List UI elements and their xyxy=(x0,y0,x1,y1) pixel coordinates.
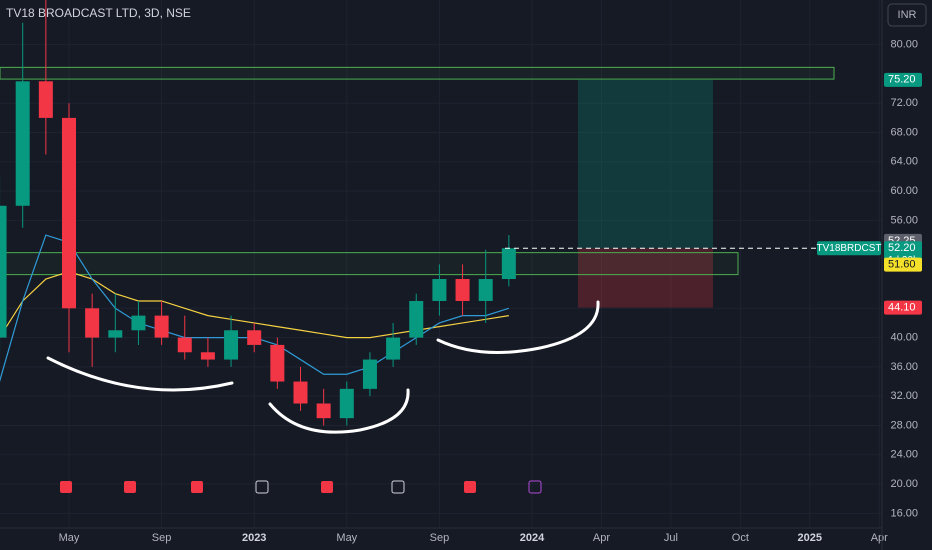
x-tick-label: Apr xyxy=(593,532,610,544)
y-tick-label: 40.00 xyxy=(890,332,918,344)
candle-body xyxy=(270,344,285,382)
earnings-icon xyxy=(124,481,136,493)
candle-body xyxy=(177,337,192,353)
moving-average xyxy=(0,271,509,339)
y-tick-label: 80.00 xyxy=(890,39,918,51)
price-label: 75.20 xyxy=(888,74,916,86)
x-tick-label: 2025 xyxy=(798,532,822,544)
y-tick-label: 68.00 xyxy=(890,126,918,138)
x-tick-label: 2023 xyxy=(242,532,266,544)
candle-body xyxy=(62,117,76,309)
zone xyxy=(0,66,835,80)
candle-body xyxy=(224,330,239,360)
y-tick-label: 28.00 xyxy=(890,419,918,431)
earnings-icons xyxy=(60,480,542,494)
candle-body xyxy=(455,279,470,301)
x-tick-label: Sep xyxy=(430,532,450,544)
candle-body xyxy=(386,337,401,360)
y-tick-label: 72.00 xyxy=(890,97,918,109)
symbol-label: TV18BRDCST xyxy=(816,243,881,254)
candle-body xyxy=(154,315,169,338)
candle-body xyxy=(131,315,146,331)
x-tick-label: Apr xyxy=(871,532,888,544)
candle-body xyxy=(478,279,493,301)
candle-body xyxy=(409,300,424,338)
candle-body xyxy=(0,205,7,338)
candle-body xyxy=(247,330,262,345)
price-label-bg xyxy=(884,300,922,315)
y-tick-label: 56.00 xyxy=(890,214,918,226)
earnings-icon xyxy=(391,480,405,494)
chart-title: TV18 BROADCAST LTD, 3D, NSE xyxy=(6,6,191,20)
y-tick-label: 16.00 xyxy=(890,507,918,519)
candle-body xyxy=(293,381,308,404)
x-tick-label: May xyxy=(336,532,357,544)
y-tick-label: 24.00 xyxy=(890,449,918,461)
candle-body xyxy=(432,279,447,301)
candle-body xyxy=(362,359,377,389)
candle-body xyxy=(108,330,123,338)
candle-body xyxy=(316,403,331,419)
earnings-icon xyxy=(321,481,333,493)
price-label: 44.10 xyxy=(888,301,916,313)
candle-body xyxy=(38,81,53,118)
x-tick-label: 2024 xyxy=(520,532,545,544)
price-label: 51.60 xyxy=(888,259,916,271)
candle-body xyxy=(85,308,100,338)
drawings xyxy=(46,300,600,434)
currency[interactable]: INR xyxy=(898,9,917,21)
zone xyxy=(0,252,739,276)
candle-body xyxy=(501,248,516,280)
x-tick-label: Oct xyxy=(732,532,749,544)
earnings-icon xyxy=(528,480,542,494)
symbol-label-bg xyxy=(817,241,881,256)
price-label-bg xyxy=(884,72,922,87)
head xyxy=(268,388,410,434)
candle-body xyxy=(15,81,30,206)
target-zone xyxy=(578,79,713,249)
y-tick-label: 32.00 xyxy=(890,390,918,402)
currency-button[interactable] xyxy=(887,3,927,27)
earnings-icon xyxy=(60,481,72,493)
right-shoulder xyxy=(436,300,600,354)
earnings-icon xyxy=(191,481,203,493)
earnings-icon xyxy=(255,480,269,494)
earnings-icon xyxy=(464,481,476,493)
y-tick-label: 36.00 xyxy=(890,361,918,373)
x-tick-label: Jul xyxy=(664,532,678,544)
x-tick-label: May xyxy=(59,532,80,544)
price-label-bg xyxy=(884,257,922,272)
y-tick-label: 20.00 xyxy=(890,478,918,490)
candle-body xyxy=(200,352,215,360)
x-tick-label: Sep xyxy=(152,532,172,544)
price-label: 52.20 xyxy=(888,242,916,254)
stop-zone xyxy=(578,248,713,308)
candle-body xyxy=(339,388,354,419)
left-shoulder xyxy=(46,356,234,392)
y-tick-label: 60.00 xyxy=(890,185,918,197)
y-tick-label: 64.00 xyxy=(890,156,918,168)
